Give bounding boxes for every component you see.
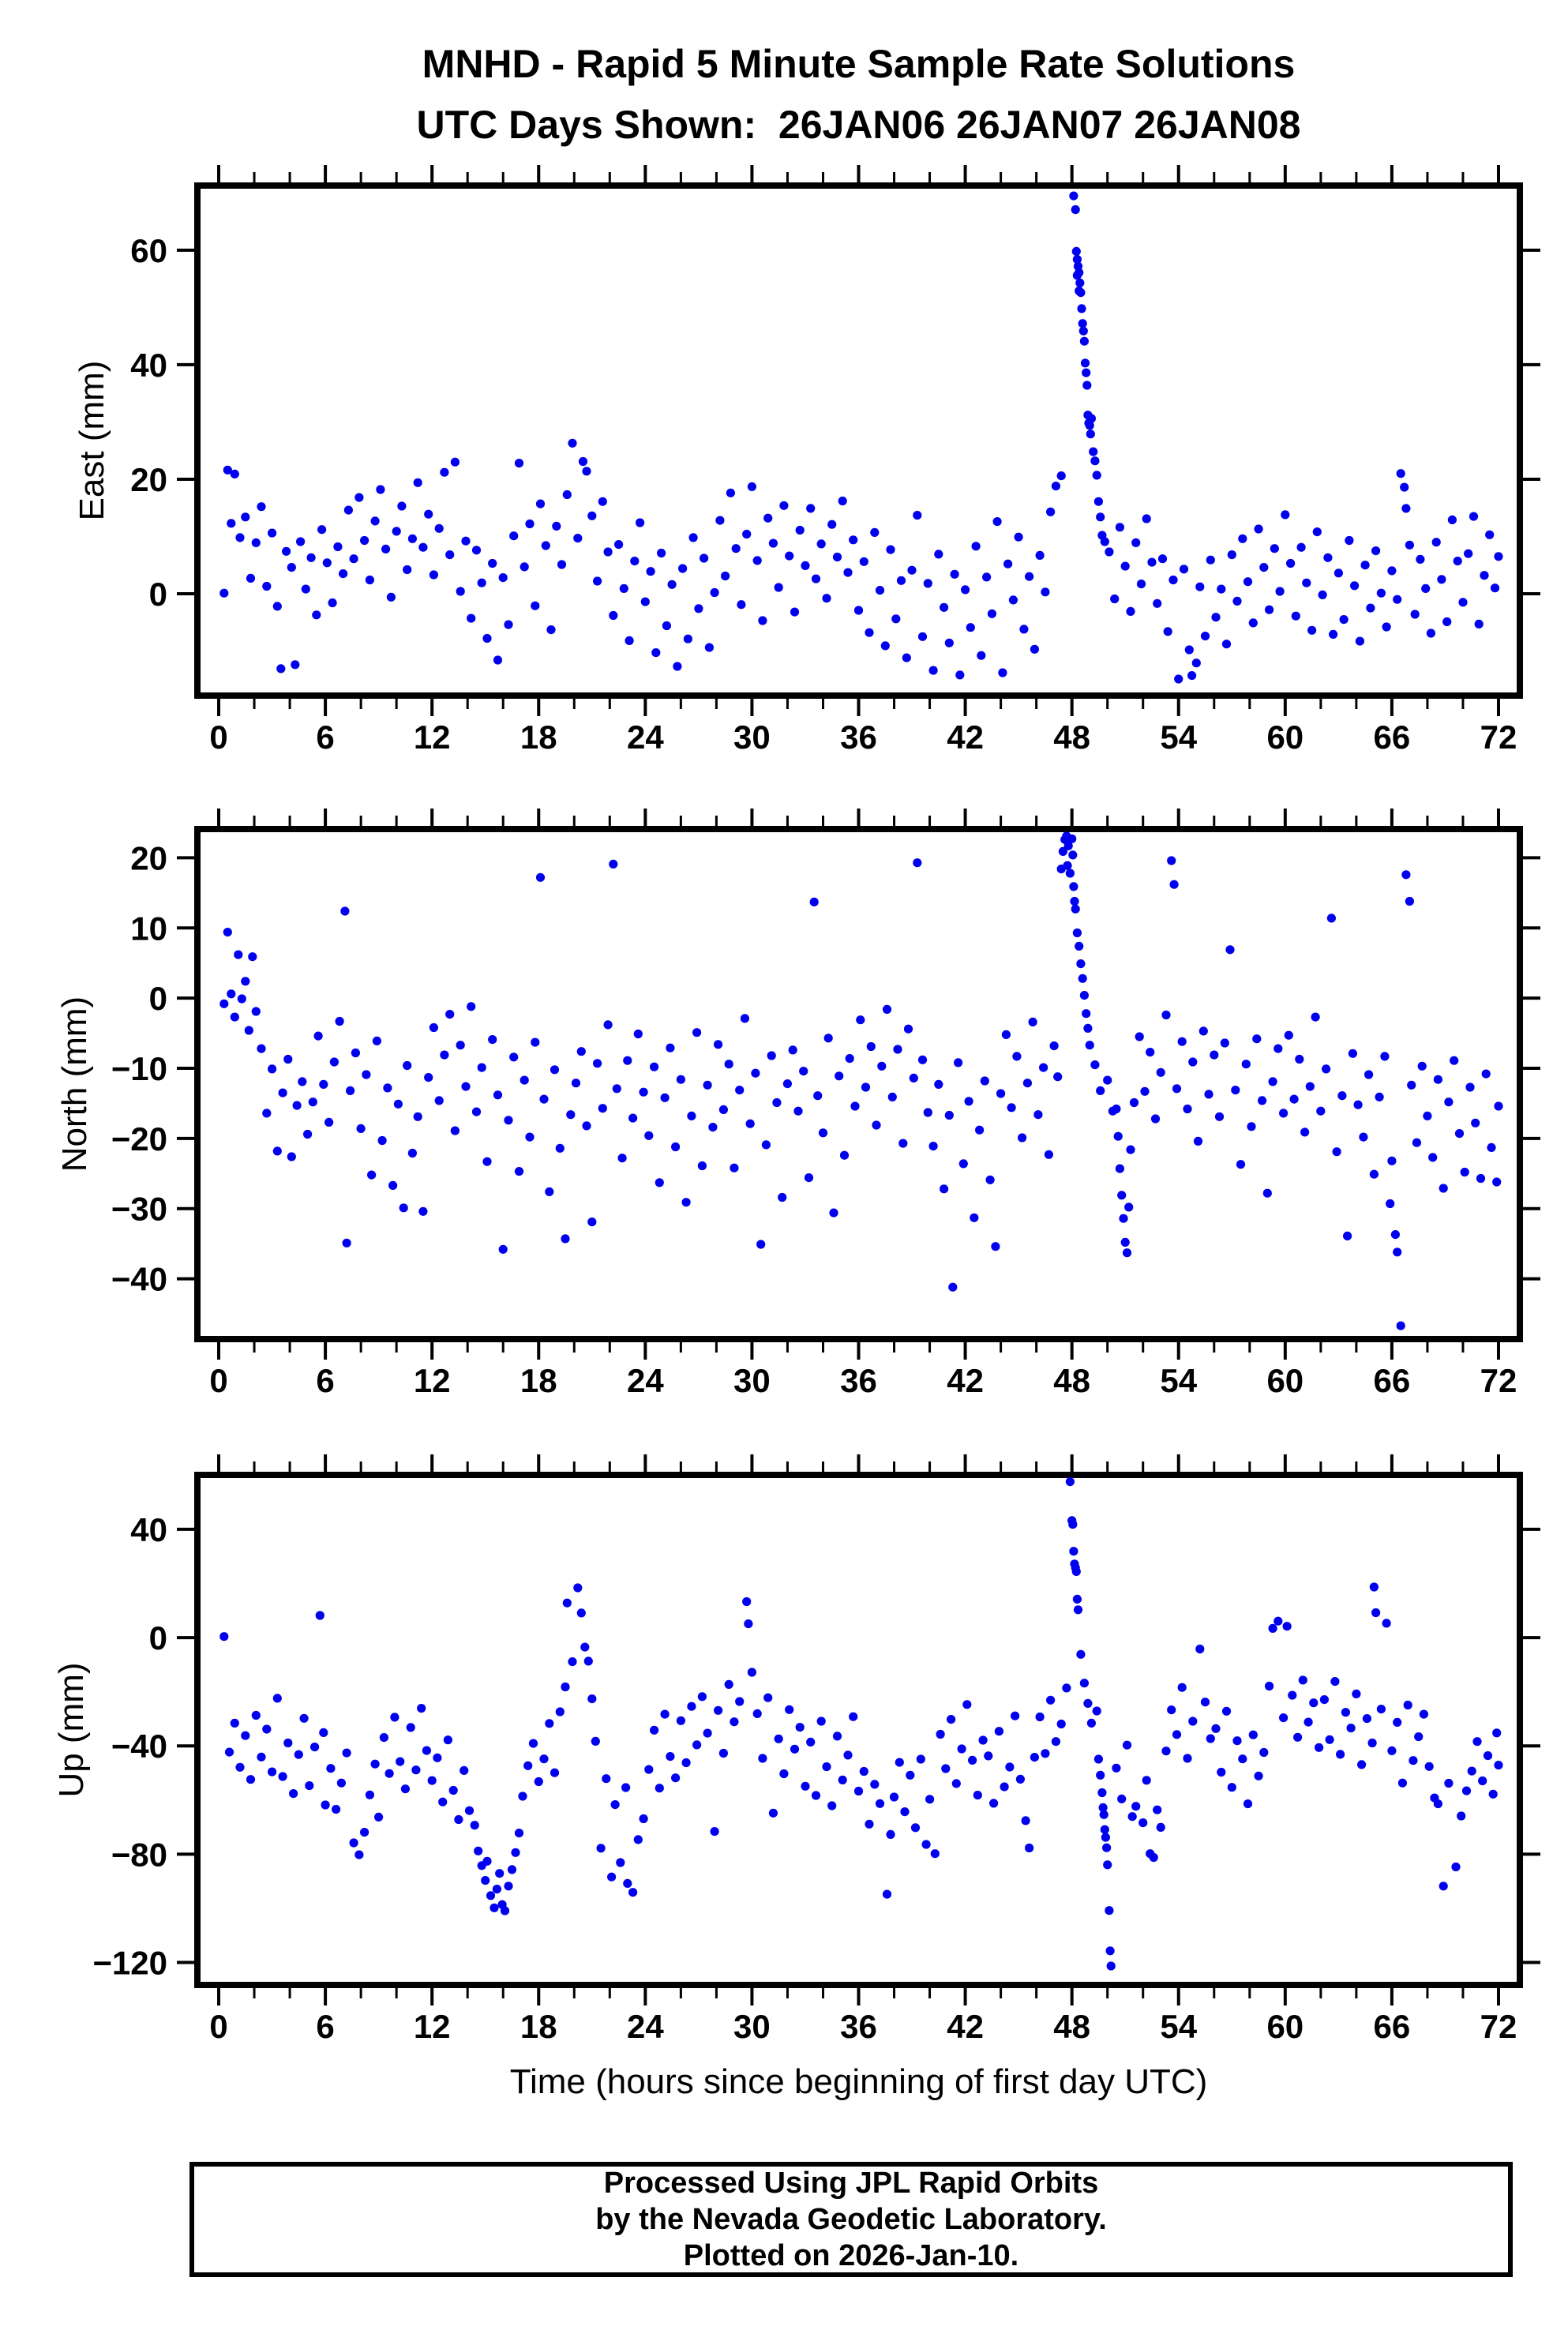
svg-text:−20: −20 <box>111 1120 167 1157</box>
svg-text:−120: −120 <box>92 1945 167 1982</box>
svg-text:0: 0 <box>209 1362 227 1399</box>
svg-text:54: 54 <box>1160 1362 1197 1399</box>
svg-text:24: 24 <box>627 2008 664 2045</box>
svg-text:60: 60 <box>130 232 167 269</box>
svg-text:−80: −80 <box>111 1836 167 1873</box>
footer-line-1: Processed Using JPL Rapid Orbits <box>603 2167 1099 2200</box>
svg-text:72: 72 <box>1480 719 1517 756</box>
svg-text:36: 36 <box>840 719 877 756</box>
north-axis-title: North (mm) <box>55 996 94 1173</box>
up-axis-title: Up (mm) <box>52 1662 91 1798</box>
page-title: MNHD - Rapid 5 Minute Sample Rate Soluti… <box>422 42 1296 86</box>
up-frame <box>194 1472 1523 1988</box>
svg-text:42: 42 <box>947 2008 984 2045</box>
svg-text:72: 72 <box>1480 1362 1517 1399</box>
footer-line-3: Plotted on 2026-Jan-10. <box>683 2239 1019 2272</box>
svg-text:18: 18 <box>520 2008 557 2045</box>
svg-text:12: 12 <box>414 719 451 756</box>
up-panel-plot: 0 6 12 18 24 30 36 42 48 54 60 66 72 −120 −80 −40 0 40 <box>92 1454 1540 2045</box>
svg-text:20: 20 <box>130 839 167 876</box>
north-data-points <box>219 831 1503 1330</box>
svg-text:0: 0 <box>209 2008 227 2045</box>
east-axis-title: East (mm) <box>73 360 111 521</box>
footer-line-2: by the Nevada Geodetic Laboratory. <box>595 2203 1107 2236</box>
svg-text:36: 36 <box>840 1362 877 1399</box>
svg-text:0: 0 <box>149 980 167 1017</box>
svg-text:30: 30 <box>733 719 771 756</box>
svg-text:48: 48 <box>1053 2008 1090 2045</box>
svg-text:18: 18 <box>520 1362 557 1399</box>
svg-text:42: 42 <box>947 1362 984 1399</box>
svg-text:66: 66 <box>1374 1362 1411 1399</box>
svg-text:−30: −30 <box>111 1191 167 1228</box>
svg-text:0: 0 <box>149 1619 167 1657</box>
footer-box: Processed Using JPL Rapid Orbits by the … <box>189 2162 1513 2277</box>
svg-text:0: 0 <box>209 719 227 756</box>
up-tick-labels: 0 6 12 18 24 30 36 42 48 54 60 66 72 −120 −80 −40 0 40 <box>92 1511 1517 2045</box>
svg-text:60: 60 <box>1266 2008 1304 2045</box>
svg-text:12: 12 <box>414 2008 451 2045</box>
svg-text:54: 54 <box>1160 2008 1197 2045</box>
svg-text:40: 40 <box>130 347 167 384</box>
north-panel-plot: 0 6 12 18 24 30 36 42 48 54 60 66 72 −40 −30 −20 −10 0 10 2… <box>111 809 1540 1399</box>
east-data-points <box>219 191 1503 684</box>
north-ticks <box>177 809 1540 1360</box>
svg-text:10: 10 <box>130 910 167 947</box>
svg-text:−10: −10 <box>111 1050 167 1087</box>
svg-text:0: 0 <box>149 576 167 613</box>
svg-text:48: 48 <box>1053 719 1090 756</box>
svg-text:54: 54 <box>1160 719 1197 756</box>
svg-text:20: 20 <box>130 461 167 498</box>
up-data-points <box>219 1477 1503 1971</box>
svg-text:60: 60 <box>1266 1362 1304 1399</box>
up-ticks <box>177 1454 1540 2005</box>
north-tick-labels: 0 6 12 18 24 30 36 42 48 54 60 66 72 −40 −30 −20 −10 0 10 2… <box>111 839 1517 1399</box>
svg-text:18: 18 <box>520 719 557 756</box>
svg-text:48: 48 <box>1053 1362 1090 1399</box>
x-axis-title: Time (hours since beginning of first day… <box>509 2062 1208 2101</box>
east-panel-plot: 0 6 12 18 24 30 36 42 48 54 60 66 72 0 20 40 60 <box>130 165 1540 756</box>
svg-text:6: 6 <box>316 719 334 756</box>
svg-text:72: 72 <box>1480 2008 1517 2045</box>
east-ticks <box>177 165 1540 716</box>
svg-text:42: 42 <box>947 719 984 756</box>
svg-text:40: 40 <box>130 1511 167 1548</box>
svg-text:6: 6 <box>316 2008 334 2045</box>
svg-text:6: 6 <box>316 1362 334 1399</box>
svg-text:36: 36 <box>840 2008 877 2045</box>
svg-text:24: 24 <box>627 1362 664 1399</box>
svg-text:66: 66 <box>1374 2008 1411 2045</box>
svg-text:60: 60 <box>1266 719 1304 756</box>
north-frame <box>194 826 1523 1342</box>
east-tick-labels: 0 6 12 18 24 30 36 42 48 54 60 66 72 0 20 40 60 <box>130 232 1517 756</box>
svg-text:24: 24 <box>627 719 664 756</box>
svg-text:30: 30 <box>733 1362 771 1399</box>
page-subtitle: UTC Days Shown: 26JAN06 26JAN07 26JAN08 <box>416 103 1301 147</box>
svg-text:30: 30 <box>733 2008 771 2045</box>
east-frame <box>194 182 1523 699</box>
svg-text:−40: −40 <box>111 1728 167 1765</box>
svg-text:66: 66 <box>1374 719 1411 756</box>
svg-text:−40: −40 <box>111 1261 167 1298</box>
svg-text:12: 12 <box>414 1362 451 1399</box>
